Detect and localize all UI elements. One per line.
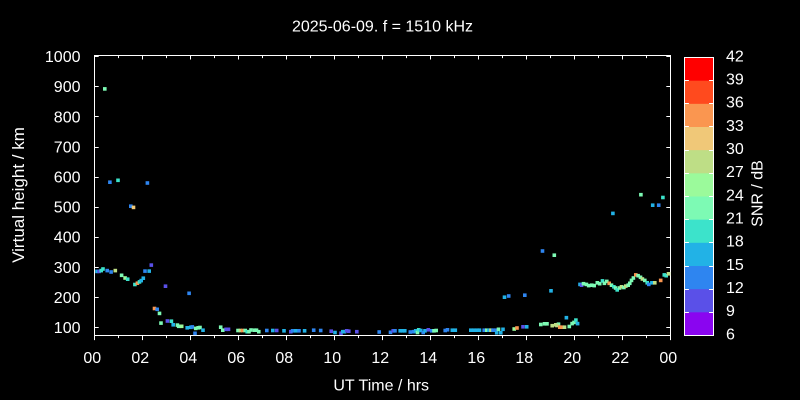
svg-text:24: 24 xyxy=(726,187,744,204)
svg-text:00: 00 xyxy=(83,350,101,367)
svg-text:00: 00 xyxy=(659,350,677,367)
svg-text:UT Time / hrs: UT Time / hrs xyxy=(333,378,429,395)
svg-text:Virtual height / km: Virtual height / km xyxy=(9,127,28,263)
svg-text:600: 600 xyxy=(54,170,81,187)
svg-text:21: 21 xyxy=(726,210,744,227)
svg-text:10: 10 xyxy=(323,350,341,367)
svg-text:42: 42 xyxy=(726,48,744,65)
svg-text:18: 18 xyxy=(726,234,744,251)
svg-text:08: 08 xyxy=(275,350,293,367)
svg-text:20: 20 xyxy=(563,350,581,367)
svg-text:16: 16 xyxy=(467,350,485,367)
svg-text:02: 02 xyxy=(131,350,149,367)
svg-text:04: 04 xyxy=(179,350,197,367)
svg-text:800: 800 xyxy=(54,109,81,126)
svg-text:100: 100 xyxy=(54,320,81,337)
svg-text:27: 27 xyxy=(726,164,744,181)
svg-text:36: 36 xyxy=(726,95,744,112)
svg-text:33: 33 xyxy=(726,118,744,135)
svg-text:400: 400 xyxy=(54,230,81,247)
svg-text:14: 14 xyxy=(419,350,437,367)
svg-text:700: 700 xyxy=(54,139,81,156)
svg-text:12: 12 xyxy=(371,350,389,367)
svg-text:39: 39 xyxy=(726,71,744,88)
svg-text:6: 6 xyxy=(726,326,735,343)
svg-text:18: 18 xyxy=(515,350,533,367)
svg-text:2025-06-09. f = 1510 kHz: 2025-06-09. f = 1510 kHz xyxy=(292,19,473,36)
svg-text:SNR / dB: SNR / dB xyxy=(750,160,767,227)
svg-text:15: 15 xyxy=(726,257,744,274)
svg-text:900: 900 xyxy=(54,79,81,96)
svg-text:22: 22 xyxy=(611,350,629,367)
svg-text:1000: 1000 xyxy=(45,49,81,66)
svg-text:30: 30 xyxy=(726,141,744,158)
svg-text:12: 12 xyxy=(726,280,744,297)
svg-text:9: 9 xyxy=(726,303,735,320)
svg-text:300: 300 xyxy=(54,260,81,277)
svg-text:200: 200 xyxy=(54,290,81,307)
svg-text:500: 500 xyxy=(54,200,81,217)
svg-text:06: 06 xyxy=(227,350,245,367)
